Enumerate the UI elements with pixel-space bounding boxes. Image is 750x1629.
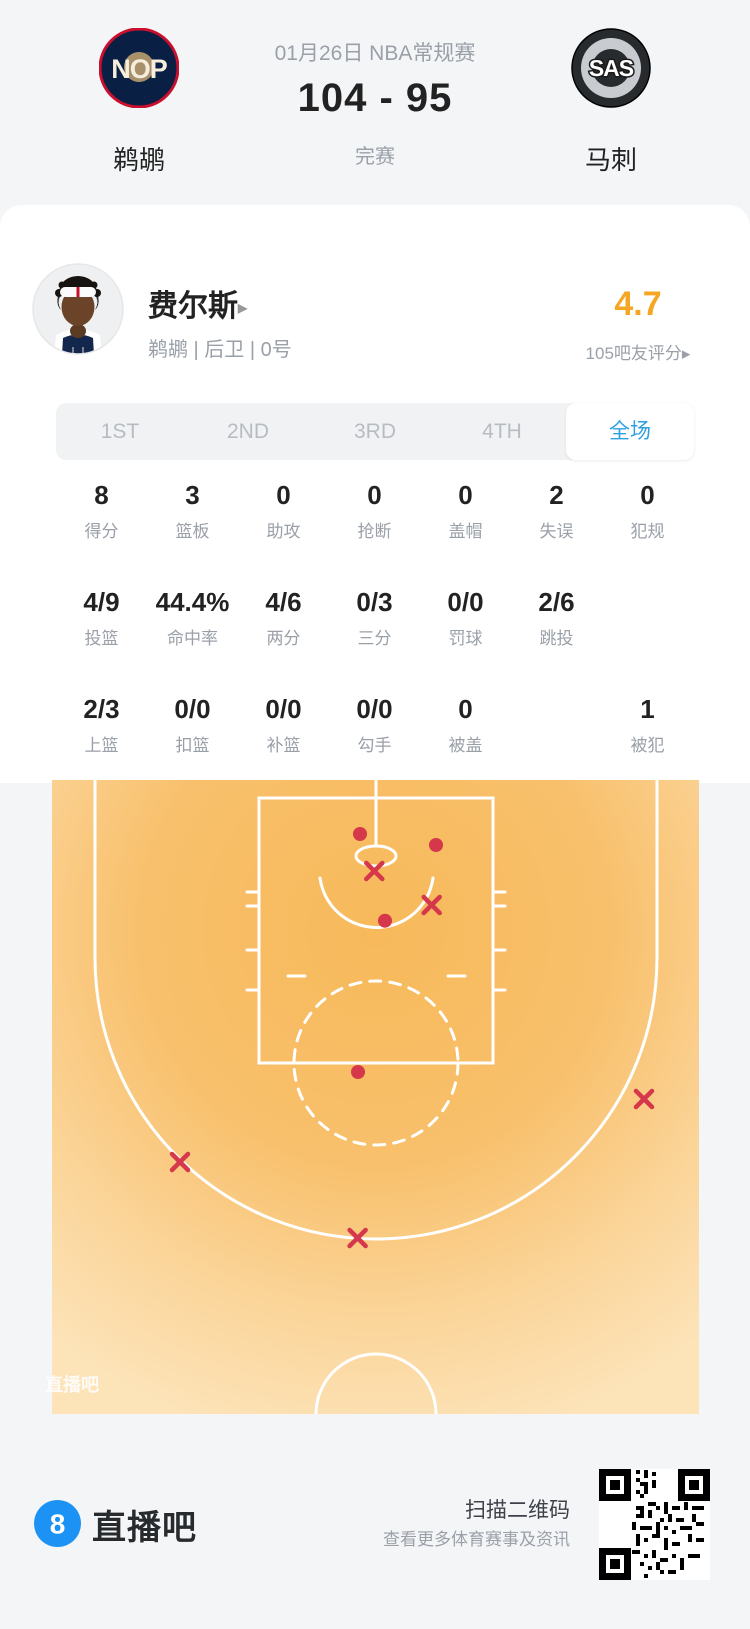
svg-text:8: 8: [50, 1509, 66, 1540]
svg-text:直播吧: 直播吧: [45, 1374, 99, 1395]
